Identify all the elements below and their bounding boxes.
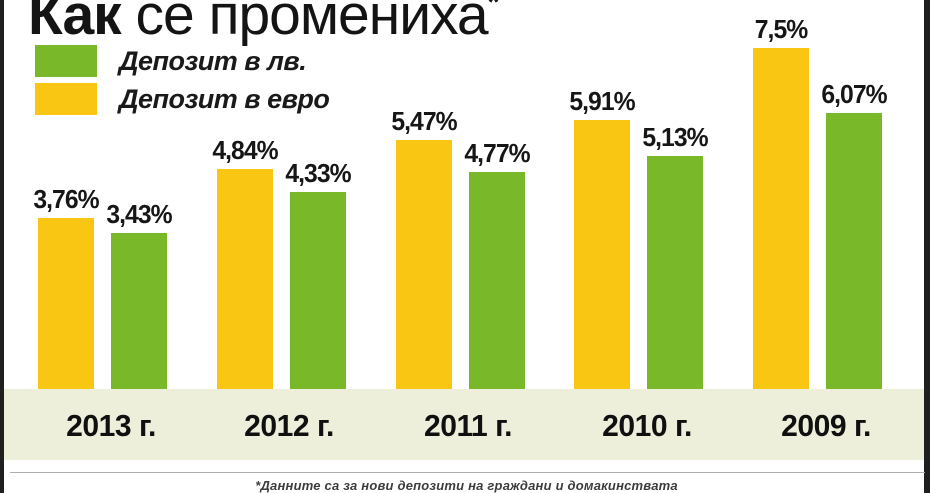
chart-title: Как се промениха* <box>28 0 500 47</box>
bar-leva-2013 <box>111 233 167 389</box>
legend-item-euro: Депозит в евро <box>35 83 330 115</box>
legend-swatch-green-icon <box>35 45 97 77</box>
year-label-2010: 2010 г. <box>601 408 692 443</box>
year-label-2009: 2009 г. <box>780 408 871 443</box>
bar-value-label-leva-2012: 4,33% <box>285 158 351 188</box>
footnote-text: *Данните са за нови депозити на граждани… <box>255 478 678 493</box>
x-axis-labels: 2013 г. 2012 г. 2011 г. 2010 г. 2009 г. <box>0 389 933 460</box>
bar-euro-2012 <box>216 169 273 389</box>
legend-label-leva: Депозит в лв. <box>119 45 307 76</box>
bar-leva-2012 <box>289 192 346 389</box>
year-label-2012: 2012 г. <box>244 408 335 443</box>
chart-title-rest: се промениха <box>120 0 489 47</box>
bar-value-label-euro-2013: 3,76% <box>33 184 99 214</box>
bar-leva-2011 <box>468 172 525 389</box>
left-border <box>0 0 4 493</box>
plot-area: 3,76% 3,43% 4,84% 4,33% 5,47% 4,77% 5,91% 5,13%… <box>33 14 888 389</box>
bar-euro-2013 <box>38 218 94 389</box>
bar-euro-2009 <box>753 48 809 389</box>
right-border <box>924 0 930 493</box>
year-label-2011: 2011 г. <box>423 408 513 443</box>
bar-euro-2010 <box>574 120 631 389</box>
bar-leva-2009 <box>826 113 882 389</box>
x-axis-band <box>4 389 924 460</box>
year-label-2013: 2013 г. <box>65 408 156 443</box>
chart-title-asterisk: * <box>487 0 500 19</box>
bar-leva-2010 <box>647 156 704 389</box>
legend-swatch-yellow-icon <box>35 83 97 115</box>
legend-item-leva: Депозит в лв. <box>35 45 329 77</box>
bar-value-label-euro-2011: 5,47% <box>390 106 457 136</box>
bar-value-label-leva-2011: 4,77% <box>463 138 530 168</box>
bar-value-label-leva-2009: 6,07% <box>821 79 887 109</box>
bar-value-label-euro-2012: 4,84% <box>212 135 278 165</box>
bar-euro-2011 <box>395 140 452 389</box>
bar-value-label-euro-2009: 7,5% <box>754 14 808 44</box>
footnote-divider <box>10 472 925 473</box>
bar-value-label-euro-2010: 5,91% <box>569 86 636 116</box>
legend: Депозит в лв. Депозит в евро <box>35 45 330 121</box>
legend-label-euro: Депозит в евро <box>119 83 330 114</box>
chart-title-emphasis: Как <box>28 0 122 47</box>
bar-value-label-leva-2010: 5,13% <box>642 122 709 152</box>
bar-value-label-leva-2013: 3,43% <box>106 199 172 229</box>
